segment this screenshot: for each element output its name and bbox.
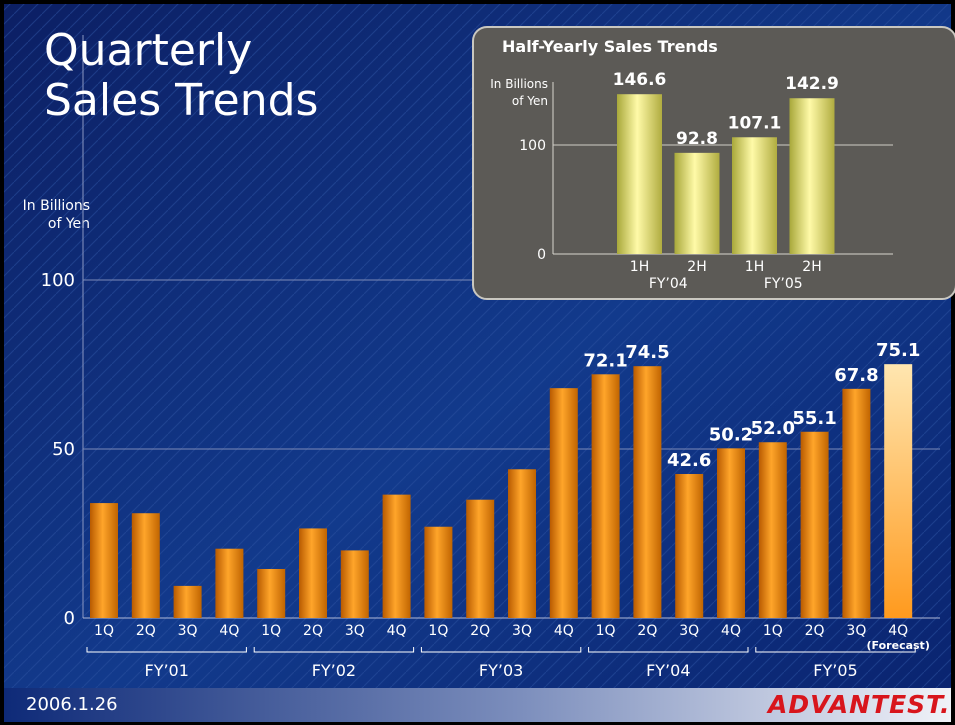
- fy-group-label: FY’01: [144, 661, 188, 680]
- half-tick-label: 2H: [802, 259, 821, 275]
- fy-group-label: FY’05: [813, 661, 857, 680]
- inset-bar-value-label: 142.9: [785, 74, 839, 94]
- bar: [508, 469, 536, 618]
- quarter-tick-label: 1Q: [763, 623, 783, 639]
- bar: [173, 585, 202, 618]
- quarter-tick-label: 4Q: [554, 623, 574, 639]
- quarter-tick-label: 2Q: [470, 623, 490, 639]
- bar-value-label: 72.1: [583, 350, 627, 371]
- bar: [131, 513, 160, 618]
- half-tick-label: 1H: [630, 259, 649, 275]
- half-tick-label: 1H: [745, 259, 764, 275]
- inset-fy-label: FY’05: [764, 276, 803, 292]
- bar: [758, 442, 787, 618]
- quarter-tick-label: 1Q: [94, 623, 114, 639]
- fy-group-bracket: [755, 647, 916, 653]
- bar: [215, 548, 244, 618]
- quarter-tick-label: 4Q: [888, 623, 908, 639]
- inset-ytick-label: 0: [537, 247, 546, 263]
- main-ylabel-line2: of Yen: [48, 216, 90, 232]
- inset-bar: [732, 137, 777, 254]
- slide-title-line2: Sales Trends: [44, 75, 319, 126]
- bar: [633, 366, 662, 618]
- bar: [299, 528, 327, 618]
- bar: [800, 431, 829, 618]
- bar: [257, 568, 286, 618]
- quarter-tick-label: 1Q: [261, 623, 281, 639]
- bar-value-label: 52.0: [751, 418, 795, 439]
- slide-title: Quarterly Sales Trends: [44, 26, 318, 126]
- inset-bar: [617, 94, 662, 255]
- main-ytick-label: 50: [52, 439, 75, 460]
- bar-value-label: 50.2: [709, 424, 753, 445]
- bar-value-label: 75.1: [876, 340, 920, 361]
- main-ylabel-line1: In Billions: [23, 198, 90, 214]
- inset-ylabel-line1: In Billions: [490, 77, 548, 91]
- inset-bar: [674, 152, 720, 254]
- quarter-tick-label: 2Q: [805, 623, 825, 639]
- advantest-logo: ADVANTEST.: [768, 690, 951, 719]
- inset-fy-label: FY’04: [649, 276, 688, 292]
- fy-group-bracket: [588, 647, 749, 653]
- bar-value-label: 74.5: [625, 342, 669, 363]
- inset-ytick-label: 100: [519, 138, 546, 154]
- slide-title-line1: Quarterly: [44, 25, 253, 76]
- quarter-tick-label: 4Q: [219, 623, 239, 639]
- half-tick-label: 2H: [687, 259, 706, 275]
- inset-bar-value-label: 146.6: [613, 70, 667, 90]
- fy-group-bracket: [420, 647, 582, 653]
- bar: [466, 499, 495, 618]
- quarter-tick-label: 3Q: [178, 623, 198, 639]
- bar: [591, 374, 620, 618]
- fy-group-bracket: [86, 647, 247, 653]
- half-yearly-chart: Half-Yearly Sales Trends In Billions of …: [472, 26, 955, 300]
- main-ytick-label: 0: [64, 608, 75, 629]
- bar-value-label: 67.8: [834, 365, 878, 386]
- quarter-tick-label: 2Q: [136, 623, 156, 639]
- fy-group-label: FY’04: [646, 661, 690, 680]
- bar-value-label: 55.1: [792, 408, 836, 429]
- fy-group-label: FY’02: [312, 661, 356, 680]
- quarter-tick-label: 3Q: [345, 623, 365, 639]
- inset-bar-value-label: 92.8: [676, 129, 718, 149]
- bar: [90, 503, 118, 618]
- quarter-tick-label: 3Q: [679, 623, 699, 639]
- quarter-tick-label: 4Q: [387, 623, 407, 639]
- fy-group-bracket: [253, 647, 415, 653]
- bar: [424, 526, 453, 618]
- quarter-tick-label: 3Q: [846, 623, 866, 639]
- bar: [549, 388, 578, 618]
- bar: [382, 494, 411, 618]
- slide-date: 2006.1.26: [26, 694, 118, 715]
- bar: [675, 474, 704, 618]
- quarter-tick-label: 4Q: [721, 623, 741, 639]
- bar-value-label: 42.6: [667, 450, 711, 471]
- inset-ylabel-line2: of Yen: [512, 94, 548, 108]
- inset-bar-value-label: 107.1: [728, 113, 782, 133]
- quarter-tick-label: 3Q: [512, 623, 532, 639]
- bar: [842, 388, 871, 618]
- quarter-tick-label: 1Q: [428, 623, 448, 639]
- quarter-tick-label: 2Q: [303, 623, 323, 639]
- quarterly-chart: In Billions of Yen 0 50 100 72.174.5 42.6 50…: [23, 35, 940, 680]
- footer-bar: [4, 688, 951, 722]
- fy-group-label: FY’03: [479, 661, 523, 680]
- bar: [717, 448, 745, 618]
- forecast-label: (Forecast): [867, 639, 930, 652]
- inset-title: Half-Yearly Sales Trends: [502, 37, 718, 56]
- main-ytick-label: 100: [41, 270, 75, 291]
- quarter-tick-label: 1Q: [596, 623, 616, 639]
- inset-bar: [789, 98, 835, 254]
- bar-forecast: [884, 364, 913, 618]
- quarter-tick-label: 2Q: [637, 623, 657, 639]
- bar: [340, 550, 369, 618]
